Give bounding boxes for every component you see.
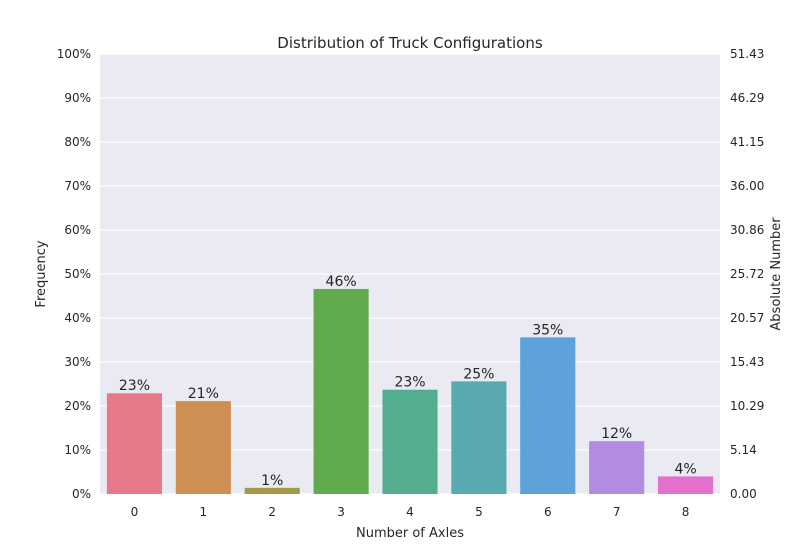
bar-value-label: 25%: [463, 366, 494, 382]
y-tick-label: 70%: [64, 179, 91, 193]
x-tick-label: 2: [268, 505, 276, 519]
y-right-tick-label: 20.57: [730, 311, 764, 325]
bar-value-labels: 23% 21% 1% 46% 23% 25% 35% 12% 4%: [119, 274, 697, 489]
bar-8: [658, 476, 714, 494]
y-tick-label: 30%: [64, 355, 91, 369]
y-tick-label: 40%: [64, 311, 91, 325]
bar-0: [106, 393, 162, 494]
y-right-tick-label: 51.43: [730, 47, 764, 61]
y-tick-label: 20%: [64, 399, 91, 413]
y-right-tick-label: 41.15: [730, 135, 764, 149]
x-tick-label: 0: [131, 505, 139, 519]
bar-value-label: 4%: [674, 461, 696, 477]
bar-value-label: 21%: [188, 386, 219, 402]
bar-value-label: 23%: [119, 378, 150, 394]
bar-value-label: 1%: [261, 473, 283, 489]
y-right-tick-label: 30.86: [730, 223, 764, 237]
y-axis-right-ticks: 0.00 5.14 10.29 15.43 20.57 25.72 30.86 36.00 41…: [730, 47, 764, 501]
y-right-tick-label: 15.43: [730, 355, 764, 369]
bar-3: [313, 288, 369, 494]
y-tick-label: 50%: [64, 267, 91, 281]
y-right-tick-label: 46.29: [730, 91, 764, 105]
y-right-tick-label: 0.00: [730, 487, 757, 501]
y-tick-label: 0%: [72, 487, 91, 501]
y-tick-label: 80%: [64, 135, 91, 149]
bar-1: [175, 401, 231, 494]
bar-value-label: 23%: [394, 375, 425, 391]
y-tick-label: 90%: [64, 91, 91, 105]
bars: [106, 288, 714, 494]
bar-6: [520, 337, 576, 494]
y-right-tick-label: 36.00: [730, 179, 764, 193]
chart-title: Distribution of Truck Configurations: [277, 34, 543, 52]
bar-value-label: 12%: [601, 426, 632, 442]
y-axis-left-ticks: 0% 10% 20% 30% 40% 50% 60% 70% 80% 90% 100%: [57, 47, 91, 501]
y-tick-label: 100%: [57, 47, 91, 61]
x-tick-label: 6: [544, 505, 552, 519]
bar-value-label: 46%: [326, 274, 357, 290]
x-tick-label: 7: [613, 505, 621, 519]
x-tick-label: 1: [200, 505, 208, 519]
x-tick-label: 3: [337, 505, 345, 519]
bar-5: [451, 381, 507, 494]
bar-2: [244, 487, 300, 494]
x-axis-label: Number of Axles: [356, 526, 464, 541]
y-right-tick-label: 25.72: [730, 267, 764, 281]
bar-4: [382, 389, 438, 494]
y-tick-label: 60%: [64, 223, 91, 237]
y-tick-label: 10%: [64, 443, 91, 457]
bar-value-label: 35%: [532, 322, 563, 338]
y-right-tick-label: 5.14: [730, 443, 757, 457]
bar-7: [589, 441, 645, 494]
y-axis-right-label: Absolute Number: [769, 217, 784, 331]
y-right-tick-label: 10.29: [730, 399, 764, 413]
x-tick-label: 8: [682, 505, 690, 519]
y-axis-label: Frequency: [34, 240, 49, 307]
x-tick-label: 5: [475, 505, 483, 519]
x-tick-label: 4: [406, 505, 414, 519]
x-axis-ticks: 0 1 2 3 4 5 6 7 8: [131, 505, 690, 519]
